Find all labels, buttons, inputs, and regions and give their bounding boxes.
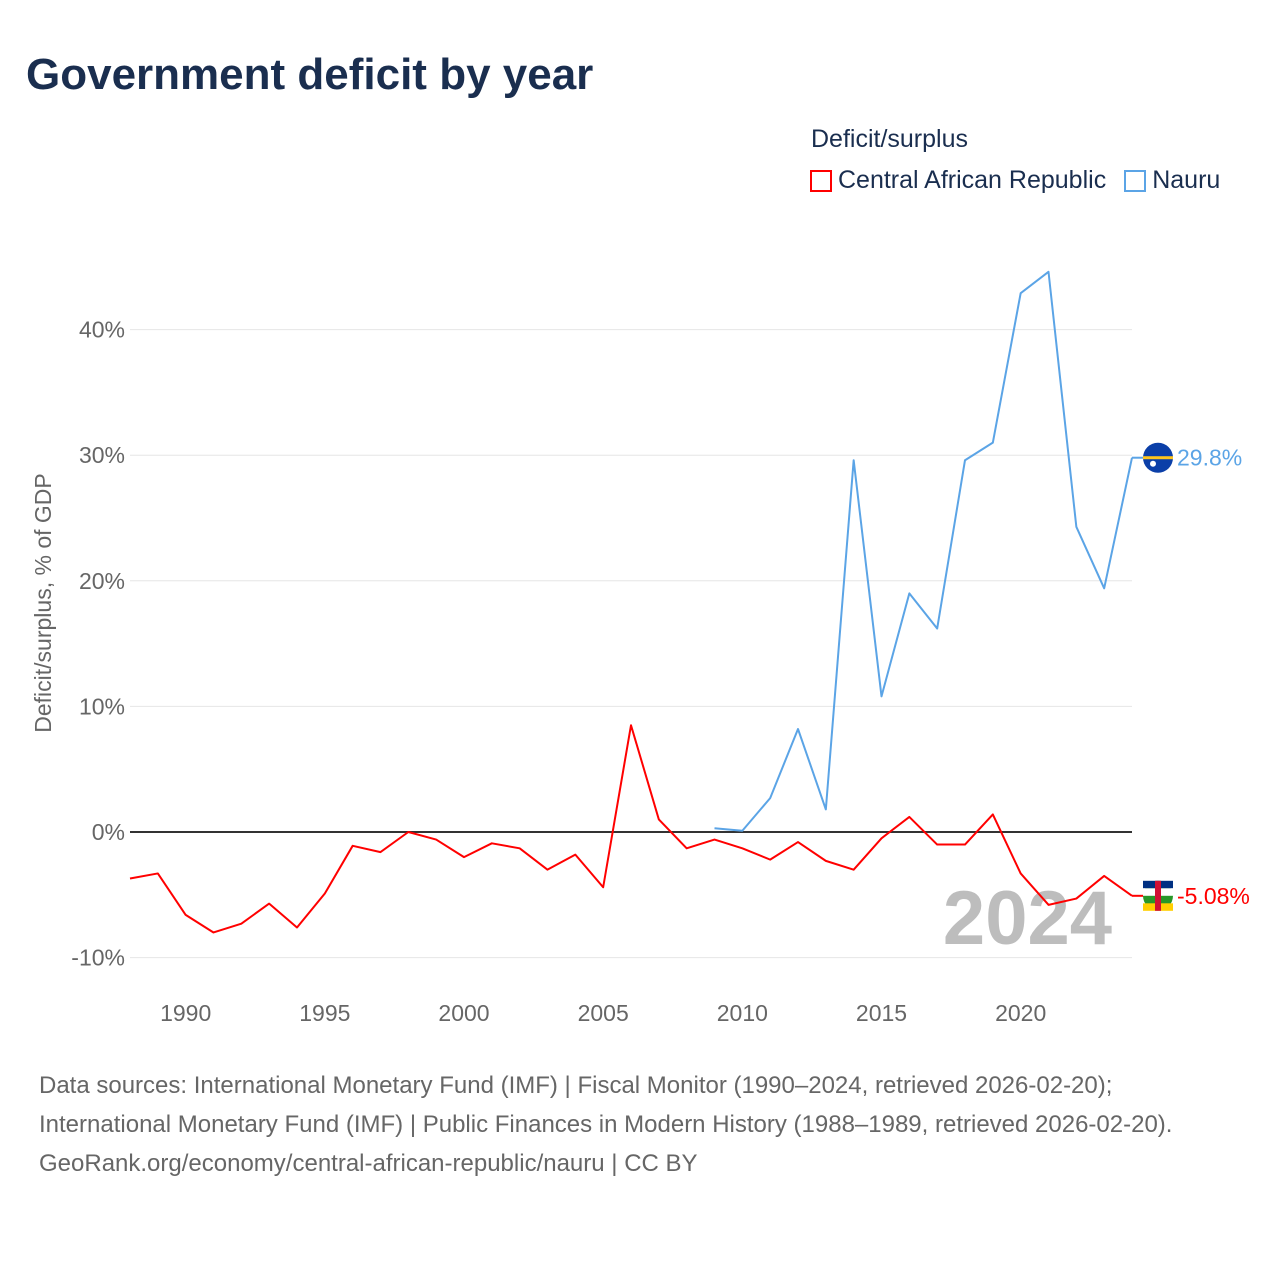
x-tick-label: 2010 <box>717 1000 768 1026</box>
end-value-label: 29.8% <box>1177 445 1242 471</box>
car-flag-stripe <box>1155 880 1161 911</box>
legend-label: Nauru <box>1152 166 1221 194</box>
nauru-flag-star <box>1150 460 1156 467</box>
end-value-label: -5.08% <box>1177 883 1250 909</box>
line-chart: -10% 0% 10% 20% 30% 40% 1990 1995 2000 2005 2010 20… <box>30 270 1250 1026</box>
legend-label: Central African Republic <box>838 166 1107 194</box>
series-line-nauru <box>714 270 1133 832</box>
x-tick-label: 1990 <box>160 1000 211 1026</box>
legend-swatch-car <box>810 169 832 192</box>
x-tick-label: 2000 <box>438 1000 489 1026</box>
y-tick-label: 40% <box>79 317 125 343</box>
x-tick-label: 2015 <box>856 1000 907 1026</box>
y-tick-label: 0% <box>92 819 125 845</box>
legend: Central African Republic Nauru <box>810 166 1220 195</box>
series-line-car <box>129 724 1133 934</box>
credit-link[interactable]: GeoRank.org/economy/central-african-repu… <box>39 1150 698 1177</box>
legend-item-car[interactable]: Central African Republic <box>810 166 1106 195</box>
year-watermark: 2024 <box>943 876 1112 961</box>
y-axis-label: Deficit/surplus, % of GDP <box>30 473 56 732</box>
nauru-flag-stripe <box>1143 456 1173 460</box>
legend-item-nauru[interactable]: Nauru <box>1124 166 1220 195</box>
legend-swatch-nauru <box>1124 169 1147 192</box>
x-tick-label: 1995 <box>299 1000 350 1026</box>
footer: Data sources: International Monetary Fun… <box>39 1066 1239 1183</box>
y-tick-label: 30% <box>79 442 125 468</box>
data-sources: Data sources: International Monetary Fun… <box>39 1072 1173 1138</box>
y-tick-label: -10% <box>71 945 125 971</box>
x-tick-label: 2020 <box>995 1000 1046 1026</box>
x-tick-label: 2005 <box>578 1000 629 1026</box>
chart-title: Government deficit by year <box>26 50 594 99</box>
legend-title: Deficit/surplus <box>811 125 968 153</box>
y-tick-label: 20% <box>79 568 125 594</box>
y-tick-label: 10% <box>79 693 125 719</box>
